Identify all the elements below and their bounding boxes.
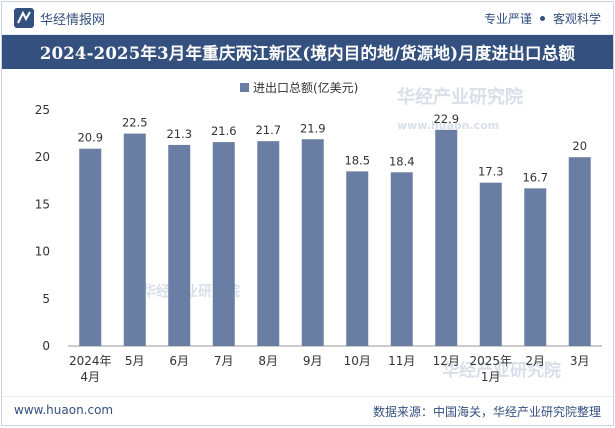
bar: [79, 148, 102, 346]
x-tick-label: 8月: [258, 354, 278, 368]
data-source: 数据来源：中国海关，华经产业研究院整理: [372, 405, 601, 419]
y-tick-label: 10: [35, 245, 50, 259]
legend-label: 进出口总额(亿美元): [253, 80, 358, 95]
brand-name: 华经情报网: [40, 12, 106, 28]
legend-swatch: [240, 83, 249, 92]
bar-value-label: 16.7: [522, 170, 548, 184]
x-tick-label: 2025年: [469, 354, 512, 368]
x-tick-label: 2024年: [69, 354, 112, 368]
tag-objective: 客观科学: [552, 12, 601, 26]
brand[interactable]: 华经情报网: [14, 8, 105, 28]
bar-value-label: 22.5: [122, 116, 148, 130]
value-labels: 20.9 22.5 21.3 21.6 21.7 21.9 18.5 18.4 22.9 17.3…: [77, 112, 587, 185]
y-axis: 0 5 10 15 20 25: [35, 103, 602, 353]
watermark-text: 华经产业研究院: [442, 360, 561, 381]
y-tick-label: 20: [35, 150, 50, 164]
tag-professional: 专业严谨: [483, 12, 532, 26]
x-tick-label: 4月: [80, 370, 100, 384]
x-tick-label: 1月: [481, 370, 501, 384]
x-axis: 2024年 4月 5月 6月 7月 8月 9月 10月 11月 12月 2025年 1月 2月 3月: [69, 354, 590, 384]
bar: [524, 188, 547, 346]
bar: [568, 157, 591, 346]
bar-value-label: 21.6: [211, 124, 237, 138]
x-tick-label: 7月: [214, 354, 234, 368]
legend: 进出口总额(亿美元): [240, 80, 358, 95]
bar: [168, 144, 191, 346]
y-tick-label: 5: [42, 292, 50, 306]
slogan-tags: 专业严谨 客观科学: [484, 10, 601, 27]
x-tick-label: 6月: [169, 354, 189, 368]
bar: [390, 172, 413, 346]
bar-value-label: 21.3: [166, 127, 192, 141]
bar: [435, 129, 458, 346]
bar-value-label: 20.9: [77, 131, 103, 145]
footer-url-link[interactable]: www.huaon.com: [14, 403, 114, 417]
y-tick-label: 15: [35, 197, 50, 211]
footer: www.huaon.com 数据来源：中国海关，华经产业研究院整理: [2, 396, 613, 425]
bar: [212, 142, 235, 346]
bar-value-label: 21.9: [300, 121, 326, 135]
x-tick-label: 5月: [125, 354, 145, 368]
huajing-logo-icon: [14, 8, 34, 28]
bar: [346, 171, 369, 346]
bar-value-label: 22.9: [433, 112, 459, 126]
watermark-text: 华经产业研究院: [397, 86, 523, 108]
bars: [79, 129, 591, 346]
bar-value-label: 17.3: [478, 165, 504, 179]
bar-value-label: 21.7: [255, 123, 281, 137]
separator-dot-icon: [539, 16, 545, 21]
x-tick-label: 9月: [303, 354, 323, 368]
y-tick-label: 25: [35, 103, 50, 117]
x-tick-label: 12月: [433, 354, 460, 368]
bar: [257, 141, 280, 346]
top-bar: 华经情报网 专业严谨 客观科学: [2, 2, 613, 35]
x-tick-label: 10月: [344, 354, 371, 368]
bar: [479, 182, 502, 346]
bar-value-label: 18.4: [389, 154, 415, 168]
watermark-text: www.huaon.com: [397, 119, 499, 132]
y-tick-label: 0: [42, 339, 50, 353]
bar: [123, 133, 146, 346]
bar: [301, 139, 324, 346]
chart-title: 2024-2025年3月年重庆两江新区(境内目的地/货源地)月度进出口总额: [2, 35, 613, 69]
x-tick-label: 3月: [570, 354, 590, 368]
bar-value-label: 18.5: [344, 153, 370, 167]
bar-value-label: 20: [572, 139, 587, 153]
x-tick-label: 11月: [388, 354, 415, 368]
x-tick-label: 2月: [525, 354, 545, 368]
